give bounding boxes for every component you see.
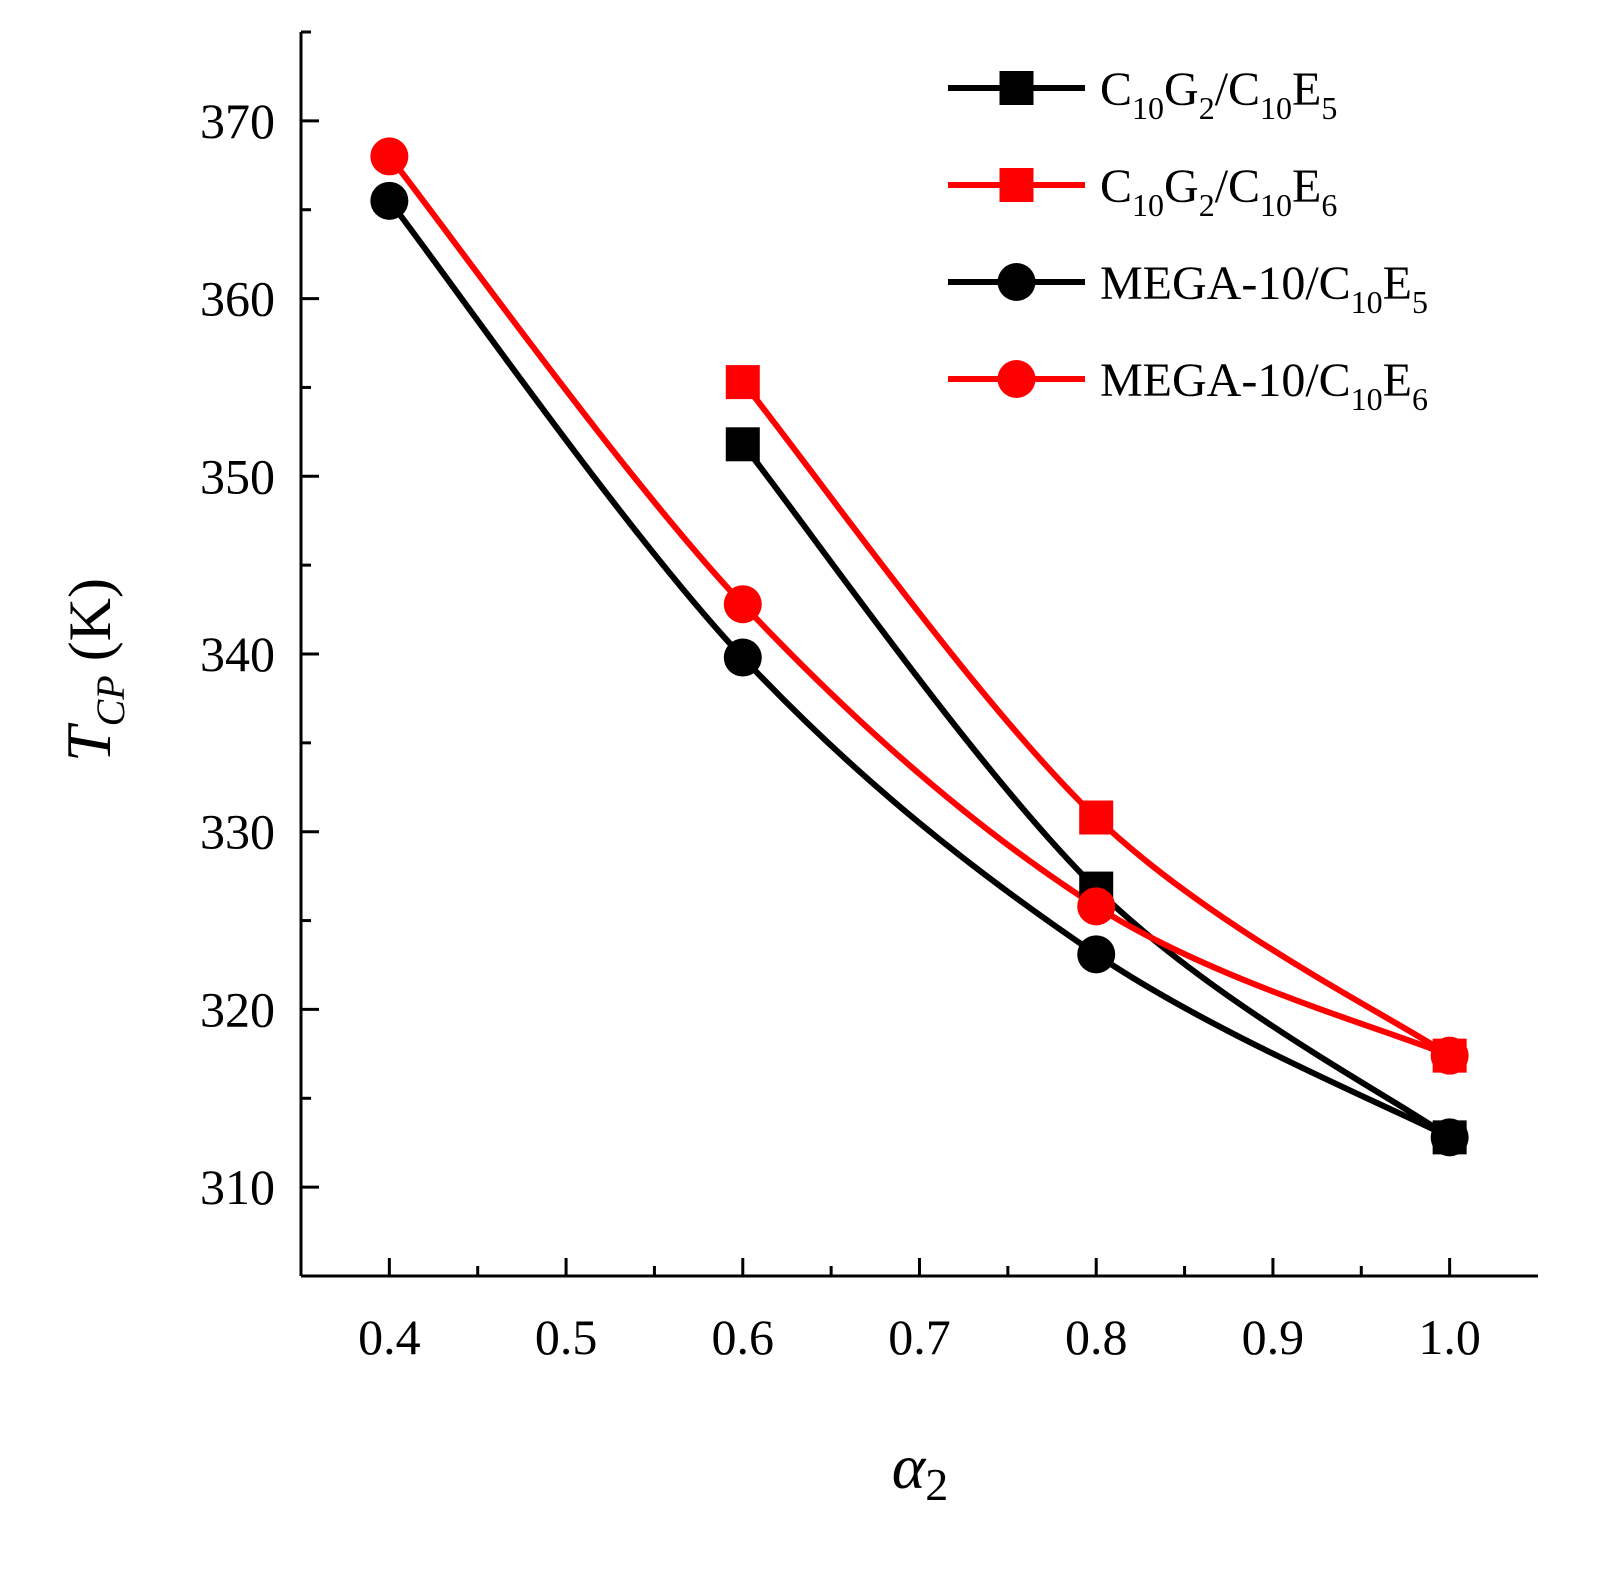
legend-label: C10G2/C10E5 — [1100, 63, 1337, 126]
legend-marker-square — [999, 168, 1034, 202]
y-tick-label: 330 — [200, 804, 275, 860]
fit-curves — [386, 153, 1453, 1141]
data-point-square — [725, 427, 760, 462]
legend-entry: C10G2/C10E5 — [948, 63, 1337, 126]
series-line — [386, 153, 1453, 1059]
y-tick-label: 350 — [200, 448, 275, 504]
data-point-circle — [723, 585, 762, 624]
data-point-circle — [1077, 887, 1116, 926]
data-markers — [370, 137, 1469, 1157]
legend-entry: MEGA-10/C10E5 — [948, 257, 1428, 320]
legend: C10G2/C10E5 C10G2/C10E6 MEGA-10/C10E5 MEGA-… — [948, 63, 1428, 417]
y-tick-label: 370 — [200, 93, 275, 149]
data-point-circle — [723, 638, 762, 677]
y-axis-title: TCP (K) — [53, 578, 133, 762]
data-point-circle — [370, 181, 409, 220]
y-axis-symbol: T — [53, 722, 124, 762]
y-tick-label: 360 — [200, 271, 275, 327]
y-axis-unit: (K) — [57, 578, 123, 661]
data-point-square — [1079, 800, 1114, 835]
legend-entry: MEGA-10/C10E6 — [948, 354, 1428, 417]
x-axis-title: α2 — [892, 1431, 949, 1510]
legend-label: C10G2/C10E6 — [1100, 160, 1337, 223]
y-tick-label: 310 — [200, 1159, 275, 1215]
x-axis-symbol: α — [892, 1431, 927, 1502]
legend-marker-square — [999, 71, 1034, 105]
series-line — [386, 197, 1453, 1141]
legend-label: MEGA-10/C10E6 — [1100, 354, 1428, 417]
data-point-circle — [370, 137, 409, 176]
legend-marker-circle — [997, 263, 1036, 301]
x-tick-label: 0.9 — [1242, 1309, 1305, 1365]
y-axis-ticks: 310 320 330 340 350 360 370 — [200, 30, 319, 1215]
data-point-square — [725, 365, 760, 400]
x-tick-label: 0.7 — [888, 1309, 951, 1365]
x-tick-label: 0.6 — [712, 1309, 775, 1365]
x-axis-ticks: 0.4 0.5 0.6 0.7 0.8 0.9 1.0 — [299, 1258, 1481, 1365]
x-tick-label: 0.8 — [1065, 1309, 1128, 1365]
data-point-square — [1432, 1038, 1467, 1073]
y-tick-label: 340 — [200, 626, 275, 682]
data-point-circle — [1077, 935, 1116, 974]
x-tick-label: 1.0 — [1418, 1309, 1481, 1365]
x-axis-subscript: 2 — [925, 1459, 948, 1510]
legend-entry: C10G2/C10E6 — [948, 160, 1337, 223]
legend-label: MEGA-10/C10E5 — [1100, 257, 1428, 320]
x-tick-label: 0.5 — [535, 1309, 598, 1365]
data-point-square — [1432, 1120, 1467, 1155]
y-tick-label: 320 — [200, 981, 275, 1037]
legend-marker-circle — [997, 360, 1036, 398]
y-axis-subscript: CP — [88, 675, 133, 726]
x-tick-label: 0.4 — [358, 1309, 421, 1365]
